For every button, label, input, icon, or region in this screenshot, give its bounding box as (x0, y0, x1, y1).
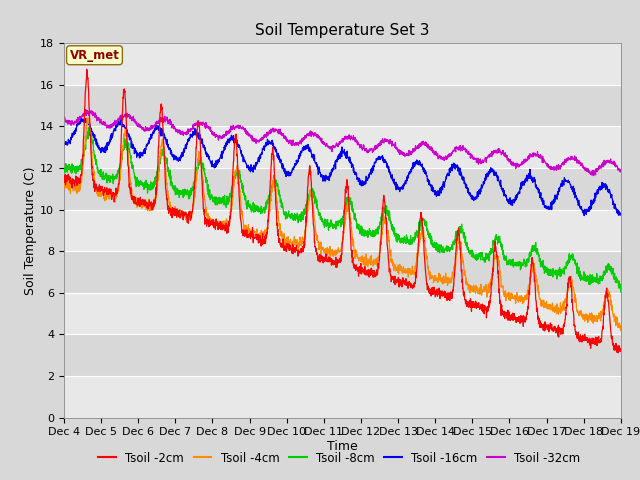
Tsoil -16cm (568, 186, 575, 192)
Bar (64, 85, 621, 126)
Tsoil -32cm (568, 155, 575, 161)
Tsoil -32cm (216, 134, 223, 140)
Line: Tsoil -2cm: Tsoil -2cm (64, 69, 621, 353)
Tsoil -16cm (371, 160, 379, 166)
Bar (64, 210, 621, 251)
Line: Tsoil -8cm: Tsoil -8cm (64, 128, 621, 292)
X-axis label: Time: Time (327, 440, 358, 453)
Tsoil -32cm (371, 145, 379, 151)
Tsoil -8cm (371, 231, 379, 237)
Tsoil -32cm (590, 173, 598, 179)
Tsoil -2cm (216, 224, 223, 230)
Tsoil -16cm (584, 209, 591, 215)
Tsoil -2cm (504, 317, 512, 323)
Tsoil -32cm (504, 156, 512, 162)
Tsoil -16cm (504, 199, 512, 205)
Tsoil -2cm (617, 346, 625, 351)
Tsoil -2cm (83, 66, 90, 72)
Bar (64, 251, 621, 293)
Bar (64, 293, 621, 335)
Title: Soil Temperature Set 3: Soil Temperature Set 3 (255, 23, 429, 38)
Tsoil -2cm (568, 288, 575, 294)
Tsoil -8cm (584, 274, 591, 279)
Tsoil -2cm (60, 178, 68, 184)
Tsoil -16cm (580, 213, 588, 218)
Bar (64, 376, 621, 418)
Tsoil -8cm (568, 254, 575, 260)
Tsoil -4cm (359, 259, 367, 265)
Tsoil -32cm (359, 146, 367, 152)
Tsoil -8cm (359, 230, 367, 236)
Tsoil -32cm (617, 168, 625, 174)
Tsoil -16cm (60, 141, 68, 147)
Tsoil -32cm (584, 169, 591, 175)
Tsoil -16cm (359, 183, 367, 189)
Tsoil -8cm (617, 289, 625, 295)
Bar (64, 43, 621, 85)
Legend: Tsoil -2cm, Tsoil -4cm, Tsoil -8cm, Tsoil -16cm, Tsoil -32cm: Tsoil -2cm, Tsoil -4cm, Tsoil -8cm, Tsoi… (93, 447, 585, 469)
Tsoil -16cm (617, 212, 625, 218)
Tsoil -4cm (83, 115, 91, 120)
Line: Tsoil -4cm: Tsoil -4cm (64, 118, 621, 330)
Text: VR_met: VR_met (70, 49, 120, 62)
Tsoil -4cm (60, 185, 68, 191)
Tsoil -4cm (504, 289, 512, 295)
Tsoil -8cm (84, 125, 92, 131)
Tsoil -4cm (371, 258, 379, 264)
Bar (64, 168, 621, 210)
Line: Tsoil -16cm: Tsoil -16cm (64, 118, 621, 216)
Tsoil -32cm (60, 115, 68, 121)
Tsoil -4cm (568, 281, 575, 287)
Tsoil -16cm (77, 115, 85, 121)
Tsoil -4cm (584, 312, 591, 318)
Tsoil -4cm (617, 323, 625, 329)
Tsoil -16cm (216, 156, 223, 161)
Tsoil -2cm (614, 350, 622, 356)
Bar (64, 335, 621, 376)
Tsoil -2cm (584, 335, 591, 340)
Bar (64, 126, 621, 168)
Y-axis label: Soil Temperature (C): Soil Temperature (C) (24, 166, 37, 295)
Line: Tsoil -32cm: Tsoil -32cm (64, 109, 621, 176)
Tsoil -4cm (216, 223, 223, 229)
Tsoil -2cm (371, 274, 379, 280)
Tsoil -8cm (60, 168, 68, 174)
Tsoil -8cm (216, 194, 223, 200)
Tsoil -32cm (82, 107, 90, 112)
Tsoil -2cm (359, 268, 367, 274)
Tsoil -8cm (504, 262, 512, 267)
Tsoil -4cm (617, 327, 625, 333)
